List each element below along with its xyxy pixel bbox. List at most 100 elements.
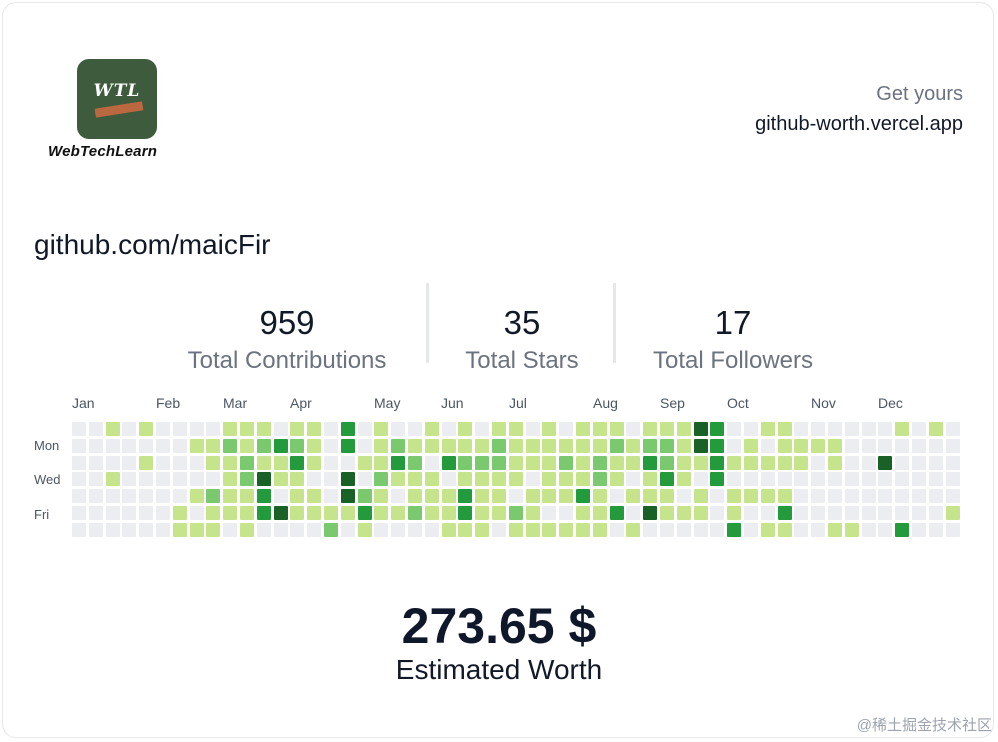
contribution-cell: [677, 422, 691, 436]
contribution-cell: [811, 439, 825, 453]
contribution-cell: [206, 456, 220, 470]
contribution-cell: [677, 456, 691, 470]
contribution-cell: [408, 439, 422, 453]
contribution-cell: [391, 506, 405, 520]
contribution-cell: [744, 506, 758, 520]
contribution-cell: [139, 456, 153, 470]
contribution-cell: [475, 456, 489, 470]
contribution-cell: [694, 439, 708, 453]
contribution-cell: [408, 472, 422, 486]
contribution-cell: [223, 422, 237, 436]
contribution-cell: [475, 506, 489, 520]
contribution-cell: [274, 489, 288, 503]
contribution-cell: [206, 489, 220, 503]
contribution-cell: [576, 422, 590, 436]
contribution-cell: [878, 489, 892, 503]
contribution-cell: [324, 472, 338, 486]
contribution-cell: [912, 523, 926, 537]
contribution-cell: [559, 506, 573, 520]
contribution-cell: [408, 456, 422, 470]
contribution-cell: [358, 523, 372, 537]
contribution-cell: [626, 472, 640, 486]
site-link[interactable]: github-worth.vercel.app: [755, 113, 963, 135]
contribution-cell: [106, 456, 120, 470]
contribution-cell: [425, 506, 439, 520]
contribution-cell: [391, 489, 405, 503]
contribution-cell: [660, 489, 674, 503]
contribution-cell: [710, 489, 724, 503]
month-label: Feb: [156, 395, 181, 411]
contribution-cell: [895, 472, 909, 486]
contribution-cell: [290, 489, 304, 503]
contribution-cell: [895, 489, 909, 503]
contribution-cell: [307, 489, 321, 503]
contribution-cell: [173, 456, 187, 470]
contribution-cell: [610, 456, 624, 470]
contribution-cell: [89, 439, 103, 453]
contribution-cell: [727, 472, 741, 486]
contribution-cell: [878, 506, 892, 520]
contribution-cell: [307, 422, 321, 436]
day-label: Wed: [34, 472, 61, 487]
contribution-cell: [694, 506, 708, 520]
contribution-cell: [794, 422, 808, 436]
contribution-cell: [576, 489, 590, 503]
contribution-cell: [223, 489, 237, 503]
contribution-cell: [391, 523, 405, 537]
contribution-cell: [509, 472, 523, 486]
contribution-cell: [761, 472, 775, 486]
contribution-cell: [173, 439, 187, 453]
contribution-cell: [862, 506, 876, 520]
contribution-cell: [946, 439, 960, 453]
day-label: Mon: [34, 438, 60, 453]
contribution-cell: [139, 506, 153, 520]
contribution-cell: [122, 506, 136, 520]
stat-label: Total Followers: [652, 347, 814, 374]
stat-label: Total Stars: [465, 347, 579, 374]
contribution-cell: [324, 489, 338, 503]
contribution-cell: [778, 523, 792, 537]
profile-url[interactable]: github.com/maicFir: [34, 229, 271, 260]
contribution-cell: [122, 523, 136, 537]
contribution-cell: [710, 523, 724, 537]
contribution-cell: [862, 422, 876, 436]
contribution-cell: [542, 506, 556, 520]
contribution-cell: [660, 523, 674, 537]
contribution-cell: [341, 456, 355, 470]
contribution-cell: [72, 456, 86, 470]
contribution-cell: [89, 489, 103, 503]
contribution-cell: [223, 456, 237, 470]
stat-value: 35: [503, 304, 541, 341]
contribution-cell: [845, 489, 859, 503]
contribution-cell: [878, 456, 892, 470]
contribution-cell: [845, 472, 859, 486]
contribution-cell: [643, 523, 657, 537]
contribution-cell: [492, 422, 506, 436]
contribution-cell: [324, 422, 338, 436]
contribution-cell: [72, 422, 86, 436]
contribution-cell: [610, 506, 624, 520]
contribution-cell: [72, 472, 86, 486]
estimated-worth-label: Estimated Worth: [395, 654, 603, 685]
contribution-cell: [912, 456, 926, 470]
contribution-cell: [223, 472, 237, 486]
contribution-cell: [526, 489, 540, 503]
month-label: Oct: [727, 395, 749, 411]
contribution-cell: [509, 422, 523, 436]
contribution-cell: [257, 523, 271, 537]
contribution-cell: [946, 506, 960, 520]
contribution-cell: [778, 489, 792, 503]
contribution-cell: [912, 489, 926, 503]
contribution-cell: [643, 422, 657, 436]
contribution-cell: [139, 523, 153, 537]
contribution-cell: [744, 456, 758, 470]
contribution-cell: [72, 489, 86, 503]
contribution-cell: [878, 422, 892, 436]
contribution-cell: [122, 489, 136, 503]
contribution-cell: [173, 422, 187, 436]
stat-divider: [613, 283, 616, 363]
contribution-cell: [946, 456, 960, 470]
contribution-cell: [475, 439, 489, 453]
contribution-cell: [408, 422, 422, 436]
month-label: Aug: [593, 395, 618, 411]
